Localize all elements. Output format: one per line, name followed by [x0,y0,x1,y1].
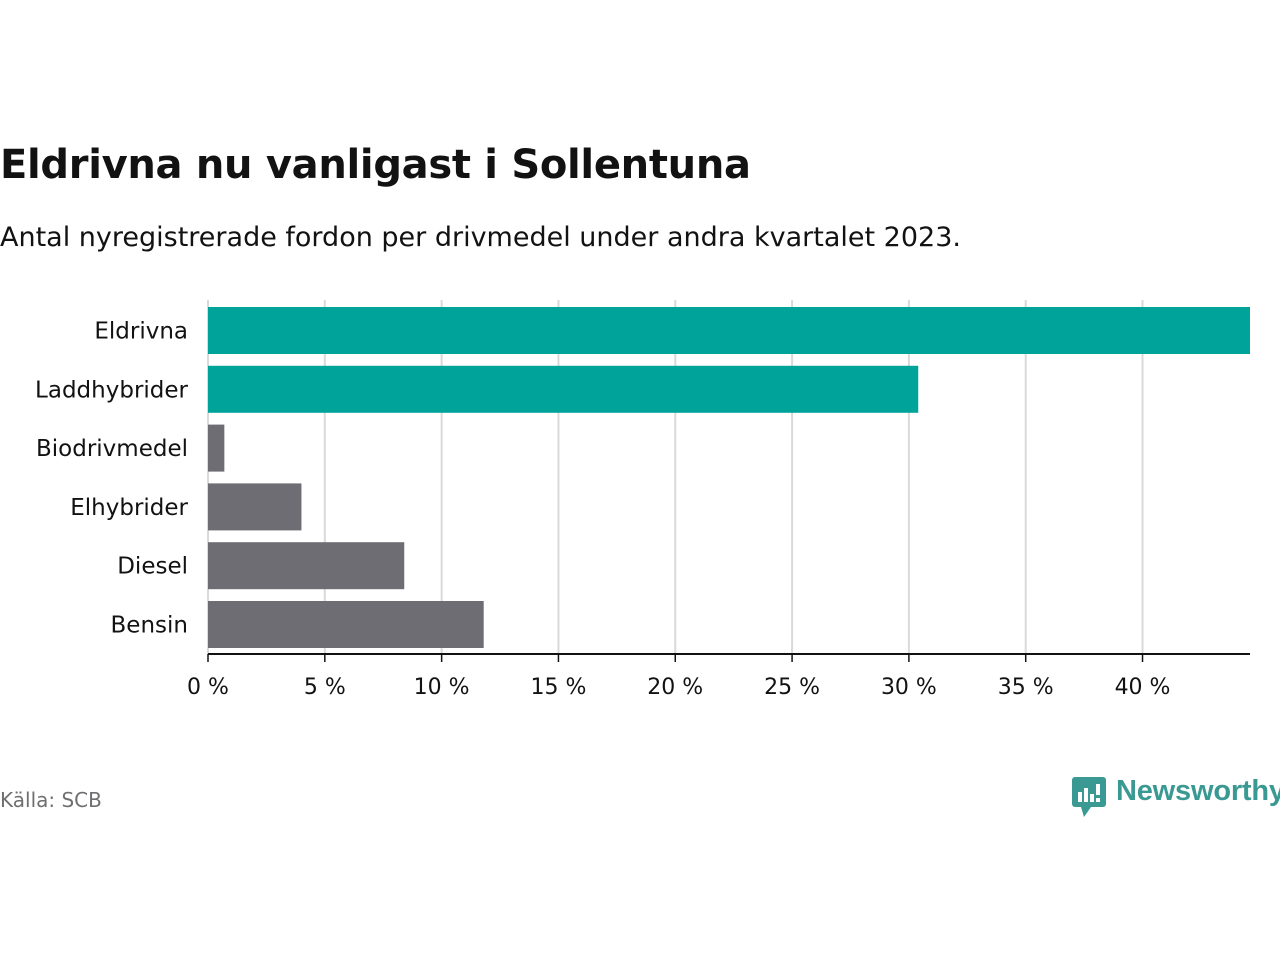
category-label: Diesel [117,554,188,580]
category-label: Bensin [111,613,188,639]
x-tick-label: 35 % [998,675,1054,700]
bar-chart-icon [1072,777,1106,817]
bar-elhybrider [208,483,302,531]
bar-biodrivmedel [208,424,225,472]
x-tick-label: 0 % [187,675,229,700]
source-note: Källa: SCB [0,788,102,812]
bar-chart: 0 % 5 % 10 % 15 % 20 % 25 % 30 % 35 % 40 % Eldri… [35,300,1250,700]
chart-title: Eldrivna nu vanligast i Sollentuna [0,142,751,188]
category-label: Biodrivmedel [36,436,188,462]
chart-subtitle: Antal nyregistrerade fordon per drivmede… [0,222,961,253]
category-labels: Eldrivna Laddhybrider Biodrivmedel Elhybrid… [35,319,188,639]
x-tick-label: 5 % [304,675,346,700]
brand-name: Newsworthy [1116,775,1280,807]
x-tick-label: 25 % [764,675,820,700]
bar-bensin [208,601,484,648]
x-axis: 0 % 5 % 10 % 15 % 20 % 25 % 30 % 35 % 40 % [187,653,1250,700]
bar-laddhybrider [208,365,919,413]
category-label: Elhybrider [70,495,188,521]
x-tick-label: 15 % [530,675,586,700]
bar-diesel [208,542,405,590]
x-tick-label: 40 % [1115,675,1171,700]
newsworthy-logo: Newsworthy [1072,774,1280,820]
gridlines [207,300,1144,654]
x-tick-label: 10 % [414,675,470,700]
category-label: Laddhybrider [35,377,188,403]
bars [208,307,1250,648]
x-tick-label: 30 % [881,675,937,700]
x-tick-label: 20 % [647,675,703,700]
category-label: Eldrivna [94,319,188,345]
bar-eldrivna [208,307,1250,354]
